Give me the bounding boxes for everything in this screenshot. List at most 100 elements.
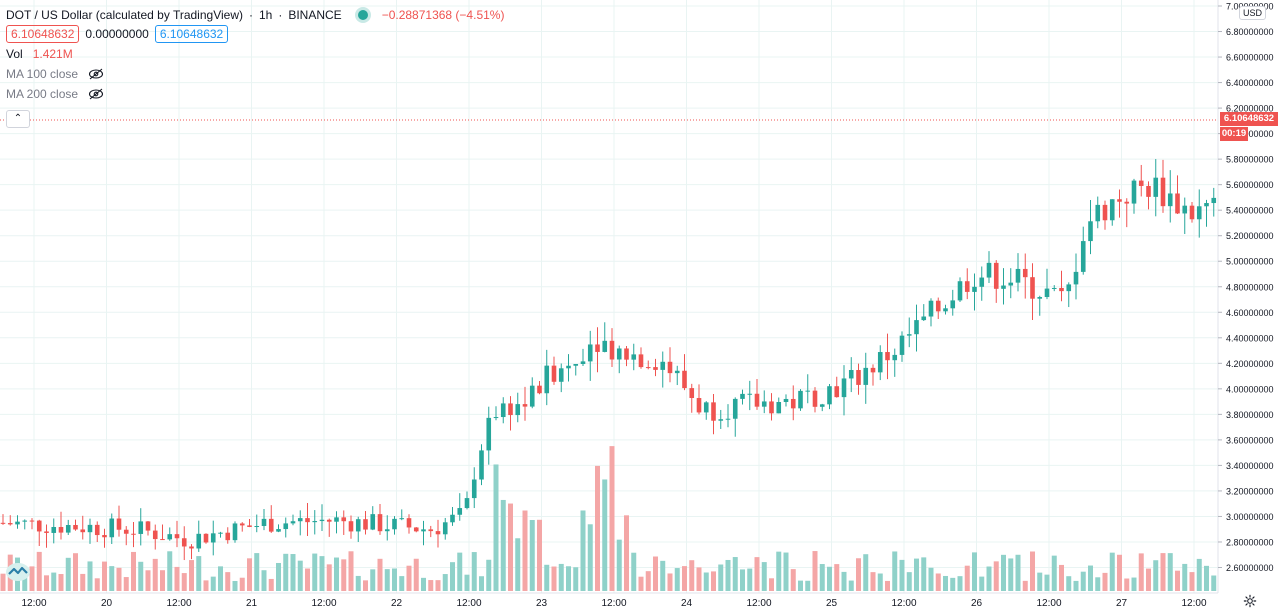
candle-body — [44, 531, 49, 533]
volume-bar — [276, 562, 281, 591]
volume-bar — [413, 558, 419, 591]
interval[interactable]: 1h — [258, 8, 273, 22]
currency-label[interactable]: USD — [1239, 6, 1267, 20]
candle-body — [406, 518, 412, 528]
time-tick-label: 27 — [1116, 598, 1128, 609]
symbol-title[interactable]: DOT / US Dollar (calculated by TradingVi… — [6, 8, 243, 22]
time-tick-label: 25 — [826, 598, 838, 609]
candle-body — [363, 519, 368, 530]
time-tick-label: 12:00 — [21, 598, 46, 609]
volume-bar — [616, 539, 622, 591]
candle-body — [471, 479, 477, 499]
candle-body — [993, 262, 999, 289]
time-tick-label: 12:00 — [166, 598, 191, 609]
candle-body — [711, 402, 716, 421]
volume-bar — [493, 464, 499, 591]
candle-body — [638, 354, 644, 368]
candle-body — [819, 404, 825, 407]
volume-bar — [812, 551, 818, 591]
volume-bar — [392, 568, 397, 591]
volume-bar — [798, 580, 803, 591]
candle-body — [856, 370, 861, 385]
ma100-label[interactable]: MA 100 close — [6, 67, 79, 81]
price-tick-label: 6.80000000 — [1226, 27, 1274, 37]
volume-bar — [1160, 553, 1166, 591]
candle-body — [297, 518, 303, 522]
volume-bar — [348, 551, 354, 591]
candle-body — [102, 535, 107, 538]
candle-body — [957, 281, 963, 301]
price-tick-label: 3.80000000 — [1226, 410, 1274, 420]
volume-bar — [551, 566, 557, 591]
candle-body — [167, 534, 173, 540]
candle-body — [1037, 297, 1043, 299]
chevron-up-icon[interactable]: ⌃ — [6, 110, 30, 128]
price-tick-label: 2.80000000 — [1226, 537, 1274, 547]
volume-bar — [377, 558, 383, 591]
volume-bar — [363, 580, 368, 591]
volume-bar — [457, 552, 463, 591]
candle-body — [573, 363, 579, 366]
volume-bar — [754, 557, 760, 591]
candle-body — [827, 386, 832, 405]
candle-body — [392, 518, 397, 530]
volume-bar — [856, 558, 861, 591]
eye-crossed-icon[interactable] — [88, 88, 104, 100]
gear-icon[interactable] — [1243, 594, 1257, 608]
candle-body — [1015, 268, 1021, 283]
volume-bar — [957, 576, 963, 591]
candle-body — [334, 517, 339, 522]
volume-bar — [660, 560, 666, 591]
price-tick-label: 4.80000000 — [1226, 282, 1274, 292]
volume-bar — [834, 564, 840, 591]
candle-body — [341, 517, 347, 522]
volume-bar — [718, 564, 724, 591]
candle-body — [964, 281, 970, 292]
candle-body — [1066, 284, 1072, 292]
volume-bar — [1109, 552, 1115, 591]
volume-bar — [0, 573, 6, 591]
volume-bar — [1088, 565, 1093, 591]
volume-bar — [435, 580, 441, 591]
candle-body — [848, 370, 854, 379]
time-tick-label: 20 — [101, 598, 113, 609]
candle-body — [348, 521, 354, 532]
price-tick-label: 5.40000000 — [1226, 206, 1274, 216]
candle-body — [370, 514, 376, 530]
volume-bar — [689, 560, 695, 591]
candle-body — [312, 521, 318, 523]
volume-bar — [921, 557, 927, 591]
eye-crossed-icon[interactable] — [88, 68, 104, 80]
bid-price[interactable]: 6.10648632 — [6, 25, 80, 43]
candle-body — [87, 524, 93, 533]
candle-body — [718, 419, 724, 421]
volume-bar — [819, 564, 825, 591]
volume-bar — [1080, 571, 1086, 591]
volume-bar — [769, 578, 774, 591]
price-tick-label: 3.40000000 — [1226, 461, 1274, 471]
candle-body — [841, 378, 847, 398]
volume-bar — [160, 570, 165, 591]
volume-bar — [972, 552, 977, 591]
candle-body — [486, 417, 492, 451]
ask-price[interactable]: 6.10648632 — [154, 25, 229, 43]
ma200-label[interactable]: MA 200 close — [6, 87, 79, 101]
volume-bar — [870, 572, 876, 591]
volume-bar — [87, 561, 93, 591]
market-open-dot-icon — [357, 10, 368, 20]
candle-body — [776, 402, 782, 414]
volume-bar — [522, 510, 528, 591]
candle-body — [747, 393, 753, 395]
volume-bar — [1073, 580, 1079, 591]
candle-body — [1109, 199, 1115, 221]
volume-bar — [261, 570, 267, 591]
candle-body — [943, 308, 948, 312]
time-tick-label: 12:00 — [456, 598, 481, 609]
tradingview-logo-icon[interactable] — [5, 562, 31, 582]
candle-body — [529, 385, 535, 407]
candle-body — [754, 393, 760, 407]
volume-bar — [486, 559, 492, 591]
volume-bar — [44, 575, 49, 591]
candle-body — [421, 529, 426, 532]
